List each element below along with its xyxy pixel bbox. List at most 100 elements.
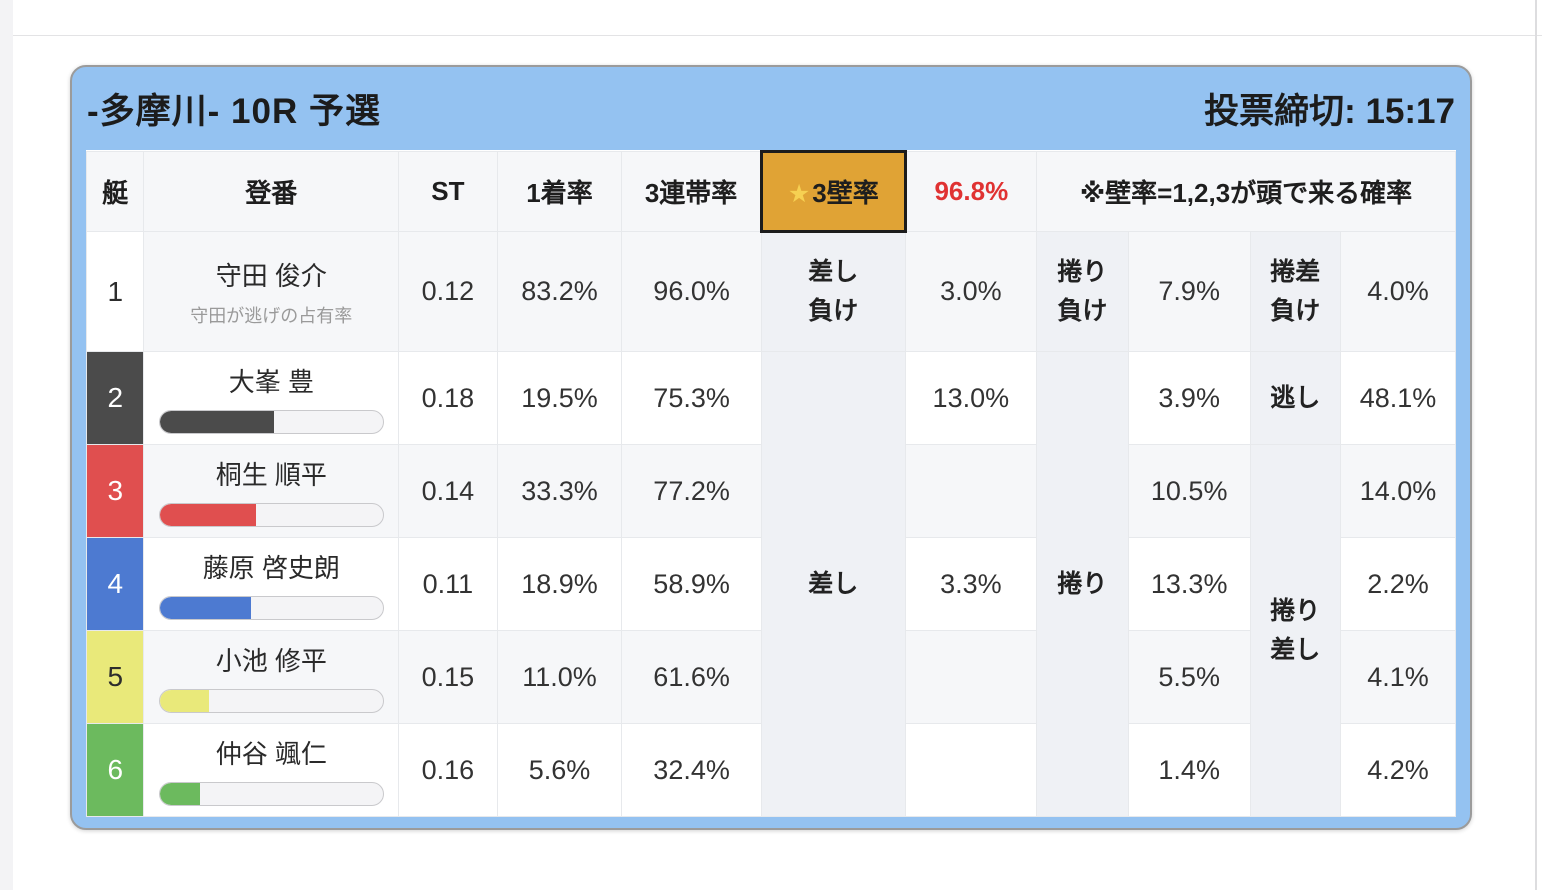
first-rate-value: 11.0% [496,630,623,724]
first-rate-value: 19.5% [496,351,623,445]
racer-name: 桐生 順平 [215,460,327,490]
third-value: 4.0% [1339,231,1457,352]
table-row: 2 大峯 豊 0.18 19.5% 75.3% 差し 13.0% 捲り 3.9%… [85,351,1457,817]
page-right-divider [1535,0,1537,890]
racer-subtitle: 守田が逃げの占有率 [190,305,353,326]
sashi-value: 3.3% [904,537,1038,631]
label-line: 捲差 [1270,257,1321,286]
progress-bar-fill [159,690,209,712]
label-line: 差し [1270,635,1321,664]
top3-rate-value: 32.4% [621,723,762,817]
race-title: -多摩川- 10R 予選 [87,92,381,131]
makuri-value: 1.4% [1127,723,1251,817]
racer-name: 守田 俊介 [215,260,327,291]
label-line: 差し [808,258,859,287]
progress-bar-fill [159,783,200,805]
third-value: 2.2% [1339,537,1457,631]
progress-bar-fill [159,504,256,526]
label-line: 捲り [1057,257,1108,286]
wall-rate-label: 3壁率 [812,178,879,208]
label-makuri-make: 捲り 負け [1036,231,1129,352]
racer-name: 藤原 啓史朗 [202,553,340,583]
progress-bar-fill [159,411,274,433]
table-row: 4 藤原 啓史朗 0.11 18.9% 58.9% 3.3% 13.3% 2.2… [85,537,1457,631]
third-value: 4.2% [1339,723,1457,817]
header-st: ST [398,151,498,232]
racer-cell: 桐生 順平 [143,444,400,538]
top3-rate-value: 61.6% [621,630,762,724]
boat-number: 2 [85,351,145,445]
third-value: 4.1% [1339,630,1457,724]
progress-bar-fill [159,597,252,619]
makuri-value: 13.3% [1127,537,1251,631]
label-nigashi: 逃し [1249,351,1341,445]
top3-rate-value: 75.3% [621,351,762,445]
label-makurizashi: 捲り 差し [1249,444,1341,817]
table-row: 6 仲谷 颯仁 0.16 5.6% 32.4% 1.4% 4.2% [85,723,1457,817]
st-value: 0.16 [398,723,498,817]
table-row: 5 小池 修平 0.15 11.0% 61.6% 5.5% 4.1% [85,630,1457,724]
progress-bar [158,503,384,527]
progress-bar [158,782,384,806]
header-first-rate: 1着率 [496,151,623,232]
sashi-value: 3.0% [904,231,1038,352]
st-value: 0.14 [398,444,498,538]
boat-number: 1 [85,231,145,352]
st-value: 0.12 [398,231,498,352]
label-sashi-make: 差し 負け [760,231,906,352]
table-row: 1 守田 俊介 守田が逃げの占有率 0.12 83.2% 96.0% 差し 負け… [85,231,1457,352]
st-value: 0.15 [398,630,498,724]
st-value: 0.18 [398,351,498,445]
race-table: 艇 登番 ST 1着率 3連帯率 ★3壁率 96.8% ※壁率=1,2,3が頭で… [85,150,1457,817]
header-wall-rate-button[interactable]: ★3壁率 [759,150,907,233]
label-line: 捲り [1270,596,1321,625]
boat-number: 4 [85,537,145,631]
vote-deadline: 投票締切: 15:17 [1204,92,1455,131]
page-left-margin [0,0,13,890]
sashi-value [904,630,1038,724]
makuri-value: 10.5% [1127,444,1251,538]
top3-rate-value: 96.0% [621,231,762,352]
boat-number: 6 [85,723,145,817]
label-line: 負け [808,297,859,325]
progress-bar [158,596,384,620]
label-makurizashi-make: 捲差 負け [1249,231,1341,352]
racer-cell: 守田 俊介 守田が逃げの占有率 [143,231,400,352]
makuri-value: 3.9% [1127,351,1251,445]
racer-name: 仲谷 颯仁 [215,739,327,769]
first-rate-value: 18.9% [496,537,623,631]
race-table-container: 艇 登番 ST 1着率 3連帯率 ★3壁率 96.8% ※壁率=1,2,3が頭で… [85,150,1457,817]
racer-cell: 小池 修平 [143,630,400,724]
star-icon: ★ [787,180,811,208]
header-top3-rate: 3連帯率 [621,151,762,232]
top3-rate-value: 77.2% [621,444,762,538]
progress-bar [158,689,384,713]
racer-cell: 藤原 啓史朗 [143,537,400,631]
progress-bar [158,410,384,434]
wall-rate-note: ※壁率=1,2,3が頭で来る確率 [1036,151,1456,232]
page-top-divider [13,35,1542,36]
sashi-value: 13.0% [904,351,1038,445]
sashi-value [904,444,1038,538]
wall-rate-value: 96.8% [904,151,1038,232]
boat-number: 3 [85,444,145,538]
top3-rate-value: 58.9% [621,537,762,631]
race-card-header: -多摩川- 10R 予選 投票締切: 15:17 [72,67,1470,150]
header-boat: 艇 [85,151,145,232]
st-value: 0.11 [398,537,498,631]
label-makuri: 捲り [1036,351,1129,817]
racer-cell: 仲谷 颯仁 [143,723,400,817]
racer-name: 大峯 豊 [228,367,314,397]
first-rate-value: 83.2% [496,231,623,352]
racer-name: 小池 修平 [215,646,327,676]
makuri-value: 7.9% [1127,231,1251,352]
first-rate-value: 33.3% [496,444,623,538]
label-sashi: 差し [760,351,906,817]
table-row: 3 桐生 順平 0.14 33.3% 77.2% 10.5% 捲り 差し 14.… [85,444,1457,817]
boat-number: 5 [85,630,145,724]
race-card: -多摩川- 10R 予選 投票締切: 15:17 艇 登番 ST 1着率 3連帯… [70,65,1472,830]
third-value: 14.0% [1339,444,1457,538]
label-line: 負け [1270,296,1321,325]
racer-cell: 大峯 豊 [143,351,400,445]
first-rate-value: 5.6% [496,723,623,817]
